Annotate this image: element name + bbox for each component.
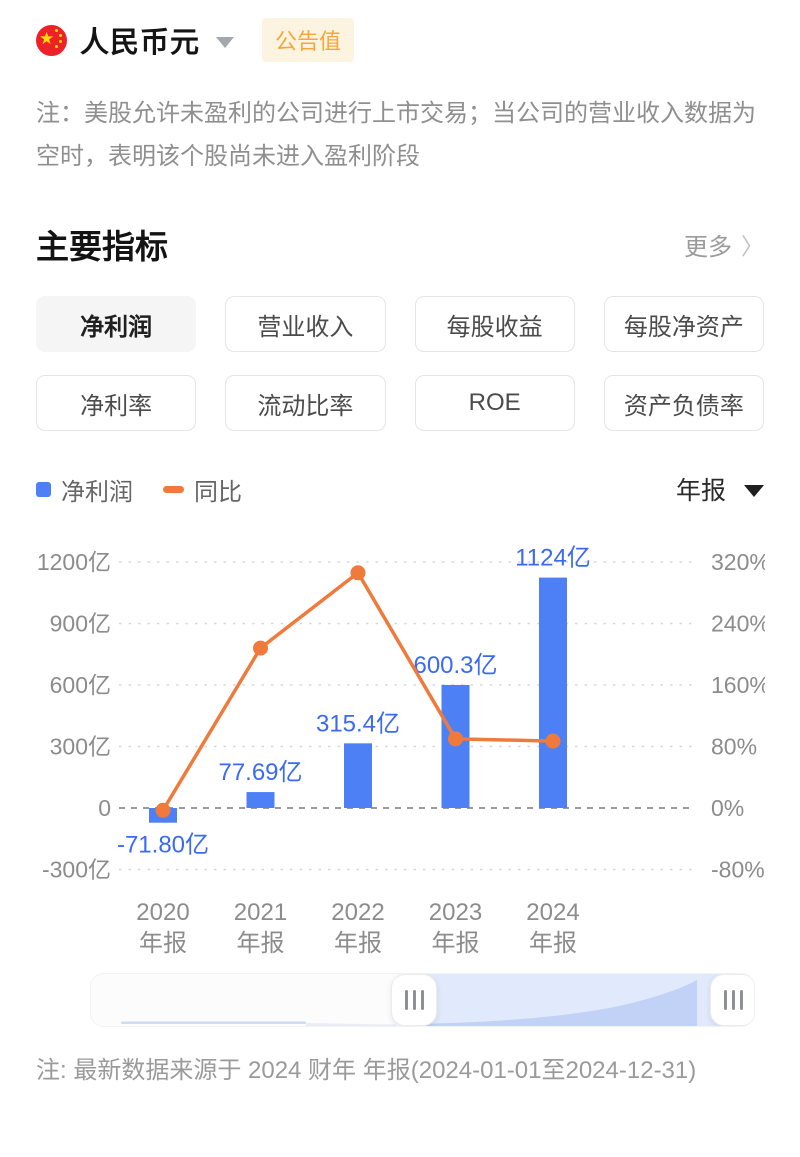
- indicator-tab-4[interactable]: 净利率: [36, 375, 197, 431]
- data-source-note: 注: 最新数据来源于 2024 财年 年报(2024-01-01至2024-12…: [36, 1057, 697, 1084]
- indicator-tab-3[interactable]: 每股净资产: [603, 296, 764, 352]
- right-axis-tick: -80%: [711, 857, 765, 883]
- x-label-year-2024: 2024: [526, 899, 579, 926]
- period-selector-value: 年报: [675, 477, 726, 505]
- bar-2022[interactable]: [344, 743, 372, 808]
- currency-title: 人民币元: [80, 27, 201, 59]
- grip-icon: [723, 990, 727, 1010]
- net-profit-legend-swatch-icon: [36, 481, 51, 497]
- left-axis-tick: 600亿: [50, 672, 111, 698]
- left-axis-tick: 300亿: [50, 734, 111, 760]
- x-label-year-2020: 2020: [136, 899, 189, 926]
- x-label-period-2023: 年报: [432, 930, 480, 957]
- page-title: 主要指标: [36, 228, 168, 265]
- x-label-year-2022: 2022: [331, 899, 384, 926]
- grip-icon: [420, 990, 424, 1010]
- bar-label-2020: -71.80亿: [117, 832, 209, 859]
- net-profit-chart: 1200亿 320% 900亿 240% 600亿 160% 300亿 80% 0 0% -300亿…: [37, 545, 765, 957]
- x-label-period-2022: 年报: [334, 930, 382, 957]
- yoy-point-2022[interactable]: [350, 565, 366, 581]
- yoy-legend-label: 同比: [194, 478, 242, 506]
- chart-legend-row: 净利润 同比 年报: [36, 471, 764, 507]
- x-label-period-2021: 年报: [237, 930, 285, 957]
- bar-2024[interactable]: [539, 577, 567, 808]
- right-axis-tick: 320%: [711, 549, 765, 575]
- left-axis-tick: 0: [98, 795, 111, 821]
- more-link[interactable]: 更多 〉: [684, 227, 764, 262]
- indicator-tab-7[interactable]: 资产负债率: [603, 375, 764, 431]
- china-flag-icon: ★: [36, 24, 67, 56]
- right-axis-tick: 160%: [711, 672, 765, 698]
- net-profit-legend-label: 净利润: [61, 478, 133, 506]
- x-label-year-2021: 2021: [234, 899, 287, 926]
- indicator-tab-5[interactable]: 流动比率: [225, 375, 386, 431]
- currency-selector[interactable]: ★ 人民币元 公告值: [36, 18, 355, 62]
- indicator-tab-0[interactable]: 净利润: [36, 296, 197, 352]
- chart-range-scrollbar[interactable]: [90, 973, 755, 1027]
- grip-icon: [731, 990, 735, 1010]
- x-label-period-2020: 年报: [139, 930, 187, 957]
- yoy-point-2021[interactable]: [253, 640, 268, 656]
- left-axis-tick: 900亿: [50, 611, 111, 637]
- range-handle-right[interactable]: [710, 974, 754, 1026]
- announced-value-badge: 公告值: [262, 18, 355, 62]
- section-header: 主要指标 更多 〉: [36, 220, 764, 268]
- bar-2021[interactable]: [246, 792, 275, 808]
- yoy-point-2020[interactable]: [155, 802, 171, 818]
- indicator-tab-1[interactable]: 营业收入: [225, 296, 386, 352]
- range-minichart: [121, 974, 754, 1026]
- x-label-year-2023: 2023: [429, 899, 482, 926]
- market-note-text: 注：美股允许未盈利的公司进行上市交易；当公司的营业收入数据为空时，表明该个股尚未…: [36, 100, 756, 170]
- right-axis-tick: 0%: [711, 795, 744, 821]
- bar-2023[interactable]: [441, 684, 470, 808]
- currency-caret-down-icon[interactable]: [216, 36, 235, 48]
- grip-icon: [412, 990, 416, 1010]
- grip-icon: [739, 990, 743, 1010]
- x-label-period-2024: 年报: [529, 930, 577, 957]
- left-axis-tick: -300亿: [42, 857, 111, 883]
- chevron-right-icon: 〉: [741, 233, 764, 259]
- right-axis-tick: 240%: [711, 611, 765, 637]
- grip-icon: [404, 990, 408, 1010]
- indicator-tab-2[interactable]: 每股收益: [414, 296, 575, 352]
- yoy-point-2023[interactable]: [448, 731, 463, 747]
- period-caret-down-icon: [744, 484, 764, 497]
- yoy-point-2024[interactable]: [545, 733, 561, 749]
- bar-label-2021: 77.69亿: [218, 759, 302, 786]
- indicator-tab-6[interactable]: ROE: [414, 375, 575, 431]
- yoy-legend-swatch-icon: [163, 485, 184, 493]
- bar-label-2024: 1124亿: [515, 545, 591, 572]
- period-selector[interactable]: 年报: [676, 471, 764, 507]
- range-handle-left[interactable]: [391, 974, 437, 1026]
- right-axis-tick: 80%: [711, 734, 757, 760]
- indicator-tab-grid: 净利润 营业收入 每股收益 每股净资产净利率 流动比率 ROE 资产负债率: [36, 296, 764, 431]
- bar-label-2023: 600.3亿: [413, 652, 497, 679]
- bar-label-2022: 315.4亿: [316, 710, 400, 737]
- left-axis-tick: 1200亿: [37, 549, 111, 575]
